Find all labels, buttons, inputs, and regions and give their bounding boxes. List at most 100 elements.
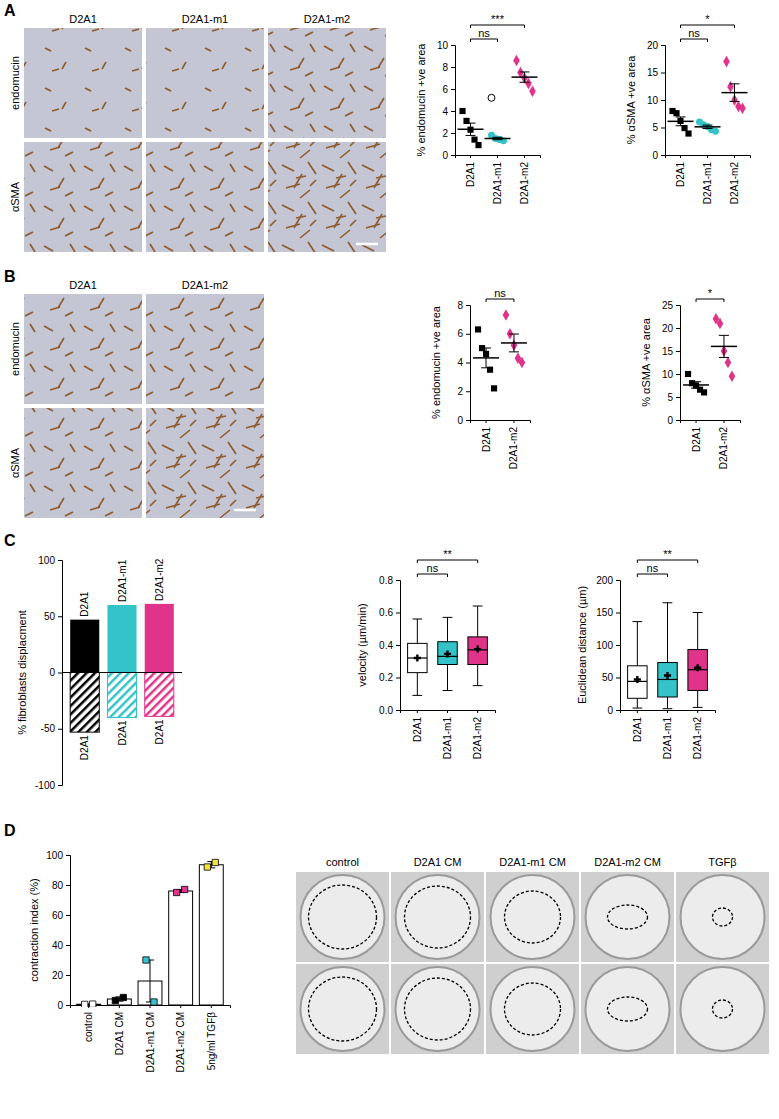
tick-mark — [58, 673, 62, 674]
box — [628, 666, 647, 699]
tick-mark — [676, 420, 680, 421]
column-label: D2A1 CM — [414, 856, 462, 868]
bar — [77, 1004, 101, 1006]
point — [204, 864, 210, 870]
point — [727, 81, 734, 92]
tick: D2A1-m2 CM — [175, 1005, 186, 1073]
x-axis: D2A1D2A1-m1D2A1-m2 — [621, 710, 716, 759]
tick: 2 — [442, 128, 455, 139]
tick-mark — [513, 420, 514, 423]
tick-label: D2A1-m2 — [519, 162, 530, 205]
point — [701, 389, 707, 395]
tick-mark — [497, 155, 498, 158]
whisker — [443, 617, 453, 641]
tick: D2A1-m1 CM — [145, 1005, 156, 1073]
tick-mark — [66, 915, 70, 916]
bar — [169, 891, 193, 1005]
significance-label: ns — [427, 562, 439, 574]
tick-label: 0.2 — [379, 672, 393, 683]
error-bar — [466, 123, 476, 135]
plot: 0.00.20.40.60.8D2A1D2A1-m1D2A1-m2velocit… — [356, 548, 496, 759]
significance-label: * — [705, 13, 710, 25]
tick-label: 15 — [662, 346, 674, 357]
significance-label: ns — [494, 287, 506, 299]
tick-label: 40 — [52, 940, 64, 951]
axis-line — [401, 711, 496, 714]
whisker — [632, 698, 642, 708]
significance-bracket — [681, 25, 735, 28]
micrograph — [146, 142, 264, 252]
tick-label: D2A1-m1 — [442, 717, 453, 760]
tick: 8 — [457, 300, 470, 311]
error-bar — [729, 84, 739, 102]
tick-mark — [466, 334, 470, 335]
tick-label: 0 — [457, 415, 463, 426]
image-grid: D2A1D2A1-m2endomucinαSMA — [9, 279, 264, 518]
tick: D2A1-m2 — [519, 155, 530, 204]
tick-mark — [697, 710, 698, 713]
tick-label: 6 — [457, 328, 463, 339]
significance-bracket — [486, 299, 514, 302]
tick-label: 150 — [596, 607, 613, 618]
micrograph — [146, 28, 264, 138]
significance-label: ns — [478, 27, 490, 39]
tick-label: D2A1 — [481, 427, 492, 452]
bar-label: D2A1-m2 — [154, 558, 165, 601]
tick: D2A1-m1 — [662, 710, 673, 759]
tick: 2 — [457, 386, 470, 397]
tick-label: D2A1-m2 CM — [175, 1012, 186, 1073]
micrograph — [24, 294, 142, 404]
tick: 0.4 — [379, 640, 400, 651]
tick: 60 — [52, 910, 70, 921]
gel-outline — [713, 1000, 733, 1018]
tick-mark — [451, 111, 455, 112]
axis-line — [676, 306, 681, 421]
tick: D2A1 — [412, 710, 423, 742]
significance-label: *** — [491, 13, 505, 25]
whisker — [473, 665, 483, 686]
panel-label: A — [4, 2, 16, 19]
tick: 8 — [442, 62, 455, 73]
significance-bracket — [417, 560, 477, 563]
point — [491, 385, 497, 391]
plot: 02468D2A1D2A1-m2% endomucin +ve areans — [430, 287, 531, 469]
point — [112, 997, 118, 1003]
whisker — [693, 613, 703, 650]
tick: 150 — [596, 607, 620, 618]
excluded-point — [488, 94, 495, 101]
well — [491, 875, 575, 959]
point — [525, 78, 532, 89]
tick-mark — [661, 155, 665, 156]
tick-mark — [667, 710, 668, 713]
tick-mark — [396, 645, 400, 646]
tick-mark — [66, 855, 70, 856]
axis-line — [661, 46, 666, 156]
significance-label: ** — [663, 548, 672, 560]
tick: 25 — [662, 300, 680, 311]
bar — [145, 604, 174, 673]
y-axis: 0510152025 — [662, 300, 681, 426]
point — [82, 1001, 88, 1007]
tick: 20 — [647, 40, 665, 51]
column-label: D2A1-m1 — [182, 13, 228, 25]
axis-line — [396, 581, 401, 711]
panel-label: C — [4, 532, 16, 549]
scale-bar — [234, 509, 256, 512]
well-background — [676, 964, 769, 1054]
tick-mark — [616, 645, 620, 646]
tick-label: 0 — [49, 667, 55, 678]
tick-mark — [616, 580, 620, 581]
point — [673, 110, 679, 116]
plot: 0510152025D2A1D2A1-m2% αSMA +ve area* — [640, 287, 741, 469]
well — [301, 967, 385, 1051]
bar-label: D2A1 — [154, 719, 165, 744]
tick-label: 20 — [52, 970, 64, 981]
point — [503, 309, 510, 320]
tick-mark — [58, 785, 62, 786]
column-label: D2A1 — [69, 279, 97, 291]
point — [471, 137, 477, 143]
significance-bracket — [471, 39, 498, 42]
bar — [107, 605, 136, 673]
tick-mark — [616, 613, 620, 614]
data — [668, 56, 748, 137]
